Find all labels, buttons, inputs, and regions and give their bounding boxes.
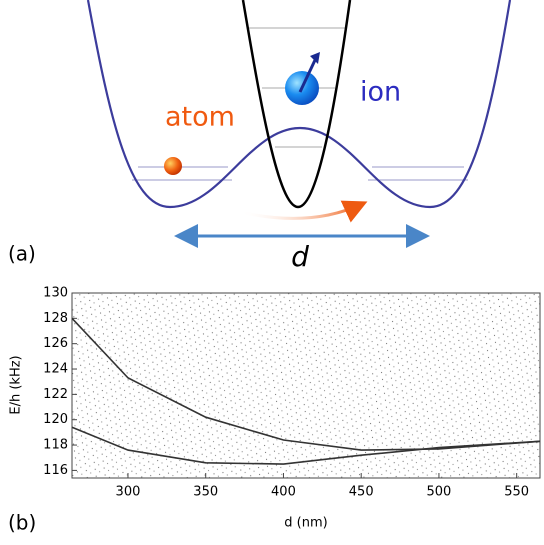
- x-tick-label: 400: [271, 485, 296, 500]
- plot-frame: [71, 292, 541, 479]
- y-tick-label: 124: [43, 362, 68, 377]
- y-tick-label: 120: [43, 412, 68, 427]
- x-tick-label: 450: [349, 485, 374, 500]
- spin-head: [310, 52, 320, 64]
- distance-label: d: [291, 240, 309, 273]
- y-axis-label: E/h (kHz): [9, 355, 24, 414]
- x-tick-label: 350: [193, 485, 218, 500]
- ion-potential: [241, 0, 352, 209]
- y-tick-label: 126: [43, 336, 68, 351]
- x-axis-label: d (nm): [284, 516, 327, 531]
- level-curve: [71, 317, 541, 451]
- motion-arrow: [239, 200, 368, 223]
- atom-sphere: [164, 157, 182, 175]
- y-tick-label: 118: [43, 438, 68, 453]
- atom-label: atom: [165, 102, 235, 133]
- x-tick-label: 550: [504, 485, 529, 500]
- panel-label: (b): [8, 511, 36, 535]
- atom-potential: [86, 0, 512, 209]
- y-tick-label: 116: [43, 463, 68, 478]
- level-curve: [71, 426, 541, 465]
- x-tick-label: 300: [116, 485, 141, 500]
- ion-label: ion: [360, 77, 401, 108]
- panel-label: (a): [8, 242, 36, 266]
- x-tick-label: 500: [427, 485, 452, 500]
- panel-a: atom ion d (a): [8, 0, 512, 273]
- panel-b: (b) d (nm) E/h (kHz) 116 118 120 122 124 126 1…: [8, 286, 541, 535]
- y-tick-label: 128: [43, 311, 68, 326]
- y-tick-label: 122: [43, 387, 68, 402]
- spin-arrow: [298, 57, 318, 93]
- y-tick-label: 130: [43, 286, 68, 301]
